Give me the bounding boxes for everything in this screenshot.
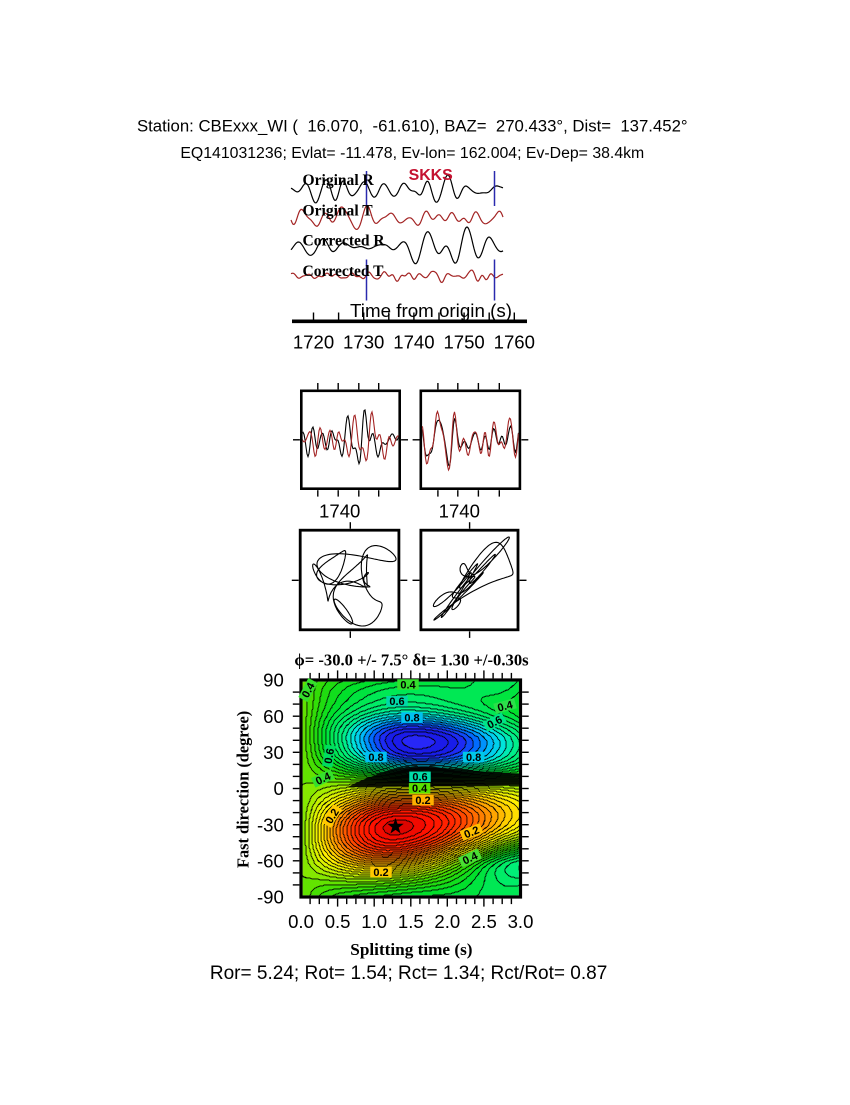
svg-text:90: 90 (263, 670, 284, 691)
svg-text:1.5: 1.5 (398, 911, 424, 932)
svg-text:0.0: 0.0 (288, 911, 314, 932)
svg-text:0.4: 0.4 (496, 699, 515, 715)
svg-text:Station: CBExxx_WI ( 16.070,: Station: CBExxx_WI ( 16.070, -61.610), B… (137, 116, 688, 135)
svg-text:1760: 1760 (494, 331, 535, 352)
svg-text:0.6: 0.6 (389, 696, 404, 708)
svg-text:0.5: 0.5 (325, 911, 351, 932)
svg-text:0.6: 0.6 (323, 748, 337, 765)
svg-text:2.0: 2.0 (434, 911, 460, 932)
svg-text:60: 60 (263, 706, 284, 727)
svg-text:1.0: 1.0 (361, 911, 387, 932)
svg-text:30: 30 (263, 742, 284, 763)
svg-text:-60: -60 (257, 850, 284, 871)
svg-text:-90: -90 (257, 887, 284, 908)
svg-text:0.2: 0.2 (373, 867, 388, 879)
svg-text:0.2: 0.2 (462, 824, 481, 841)
svg-text:Fast direction (degree): Fast direction (degree) (233, 711, 252, 868)
svg-text:Corrected T: Corrected T (303, 263, 385, 280)
svg-text:0: 0 (273, 778, 283, 799)
svg-text:SKKS: SKKS (409, 167, 453, 184)
svg-text:1740: 1740 (393, 331, 434, 352)
svg-text:0.4: 0.4 (400, 679, 416, 691)
svg-text:1720: 1720 (293, 331, 334, 352)
svg-text:0.8: 0.8 (368, 752, 383, 764)
svg-text:-30: -30 (257, 814, 284, 835)
svg-text:0.4: 0.4 (412, 783, 428, 795)
svg-text:EQ141031236; Evlat= -11.478, E: EQ141031236; Evlat= -11.478, Ev-lon= 162… (180, 145, 644, 162)
svg-text:0.8: 0.8 (404, 713, 419, 725)
svg-text:3.0: 3.0 (508, 911, 534, 932)
svg-text:Corrected R: Corrected R (303, 233, 386, 250)
svg-text:Original T: Original T (303, 202, 374, 219)
svg-text:1730: 1730 (343, 331, 384, 352)
svg-text:ϕ= -30.0 +/- 7.5° δt= 1.30 +/-: ϕ= -30.0 +/- 7.5° δt= 1.30 +/-0.30s (294, 651, 529, 670)
svg-text:0.6: 0.6 (412, 772, 427, 784)
svg-text:1740: 1740 (439, 501, 480, 522)
svg-text:2.5: 2.5 (471, 911, 497, 932)
svg-text:Splitting time (s): Splitting time (s) (350, 940, 472, 959)
svg-text:1740: 1740 (319, 501, 360, 522)
svg-text:0.8: 0.8 (466, 752, 481, 764)
svg-text:Ror= 5.24; Rot= 1.54; Rct= 1.3: Ror= 5.24; Rot= 1.54; Rct= 1.34; Rct/Rot… (210, 963, 607, 984)
svg-text:0.2: 0.2 (415, 795, 430, 807)
svg-text:Time from origin (s): Time from origin (s) (350, 300, 512, 321)
svg-text:Original R: Original R (303, 172, 375, 189)
svg-text:1750: 1750 (443, 331, 484, 352)
